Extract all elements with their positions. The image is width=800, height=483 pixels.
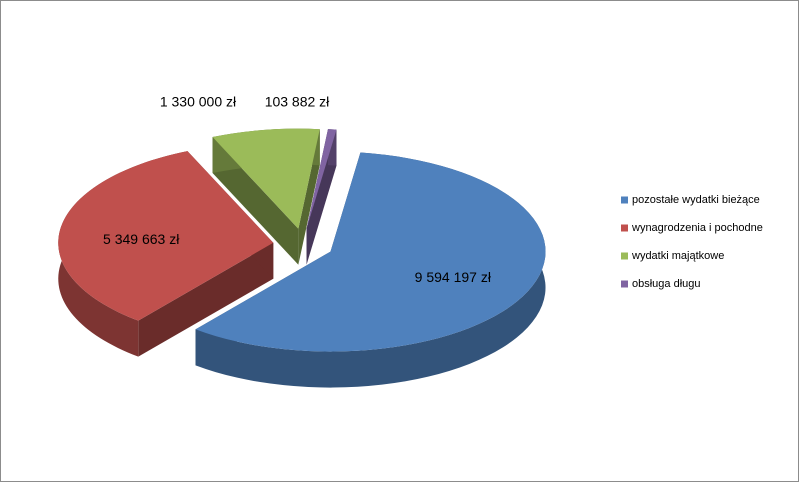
data-label: 5 349 663 zł <box>103 231 180 247</box>
legend-label: pozostałe wydatki bieżące <box>632 194 760 206</box>
data-label: 103 882 zł <box>265 94 330 110</box>
legend-marker <box>621 196 628 204</box>
slice <box>58 151 274 321</box>
legend-marker <box>621 252 628 260</box>
legend-marker <box>621 224 628 232</box>
data-label: 9 594 197 zł <box>415 269 492 285</box>
slice-cut-face <box>138 242 274 357</box>
legend-label: wydatki majątkowe <box>631 250 724 262</box>
legend-marker <box>621 280 628 288</box>
slice-tops <box>58 128 546 352</box>
slice-side <box>195 152 546 388</box>
slice <box>306 129 337 229</box>
slice <box>212 128 320 229</box>
slice <box>195 152 546 352</box>
legend-label: wynagrodzenia i pochodne <box>631 222 763 234</box>
data-label: 1 330 000 zł <box>160 94 237 110</box>
legend-label: obsługa długu <box>632 278 701 290</box>
